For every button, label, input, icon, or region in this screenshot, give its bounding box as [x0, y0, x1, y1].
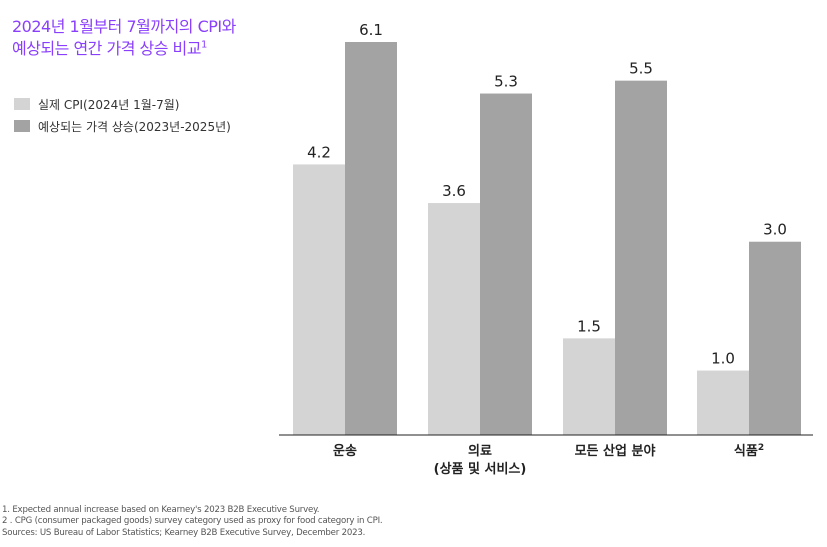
footnote-1: 1. Expected annual increase based on Kea…: [2, 505, 320, 515]
chart-title-line-2: 예상되는 연간 가격 상승 비교1: [12, 38, 312, 60]
bar-healthcare-actual-cpi: [428, 203, 480, 435]
data-label-all-industries-expected-increase: 5.5: [629, 60, 653, 78]
bar-healthcare-expected-increase: [480, 93, 532, 435]
footnotes: 1. Expected annual increase based on Kea…: [2, 505, 383, 539]
data-label-transport-actual-cpi: 4.2: [307, 143, 331, 161]
bar-all-industries-actual-cpi: [563, 338, 615, 435]
category-label-healthcare: 의료: [468, 443, 492, 459]
category-label-transport: 운송: [333, 444, 357, 459]
chart-title: 2024년 1월부터 7월까지의 CPI와 예상되는 연간 가격 상승 비교1: [12, 16, 312, 60]
legend-label-actual-cpi: 실제 CPI(2024년 1월-7월): [38, 97, 180, 112]
bar-transport-expected-increase: [345, 42, 397, 435]
data-label-food-actual-cpi: 1.0: [711, 350, 735, 368]
legend-item-expected-increase: 예상되는 가격 상승(2023년-2025년): [14, 118, 231, 134]
chart-title-line-2-text: 예상되는 연간 가격 상승 비교: [12, 39, 201, 58]
bar-food-actual-cpi: [697, 370, 749, 435]
chart-title-line-1: 2024년 1월부터 7월까지의 CPI와: [12, 17, 236, 36]
legend-swatch-actual-cpi: [14, 98, 30, 110]
category-label-food: 식품2: [734, 443, 764, 459]
chart-legend: 실제 CPI(2024년 1월-7월) 예상되는 가격 상승(2023년-202…: [14, 96, 231, 140]
legend-label-expected-increase: 예상되는 가격 상승(2023년-2025년): [38, 119, 231, 134]
bar-transport-actual-cpi: [293, 164, 345, 435]
footnote-2: 2 . CPG (consumer packaged goods) survey…: [2, 516, 383, 527]
category-label-healthcare-line-2: (상품 및 서비스): [434, 462, 527, 477]
data-label-healthcare-actual-cpi: 3.6: [442, 182, 466, 200]
legend-item-actual-cpi: 실제 CPI(2024년 1월-7월): [14, 96, 231, 112]
category-label-all-industries: 모든 산업 분야: [575, 443, 656, 459]
data-label-food-expected-increase: 3.0: [763, 221, 787, 239]
legend-swatch-expected-increase: [14, 120, 30, 132]
bar-all-industries-expected-increase: [615, 80, 667, 436]
data-label-all-industries-actual-cpi: 1.5: [577, 317, 601, 335]
bar-food-expected-increase: [749, 241, 801, 435]
data-label-transport-expected-increase: 6.1: [359, 21, 383, 39]
footnote-sources: Sources: US Bureau of Labor Statistics; …: [2, 527, 366, 538]
category-label-food-superscript: 2: [758, 443, 764, 453]
data-label-healthcare-expected-increase: 5.3: [494, 73, 518, 91]
chart-title-superscript: 1: [200, 39, 207, 51]
